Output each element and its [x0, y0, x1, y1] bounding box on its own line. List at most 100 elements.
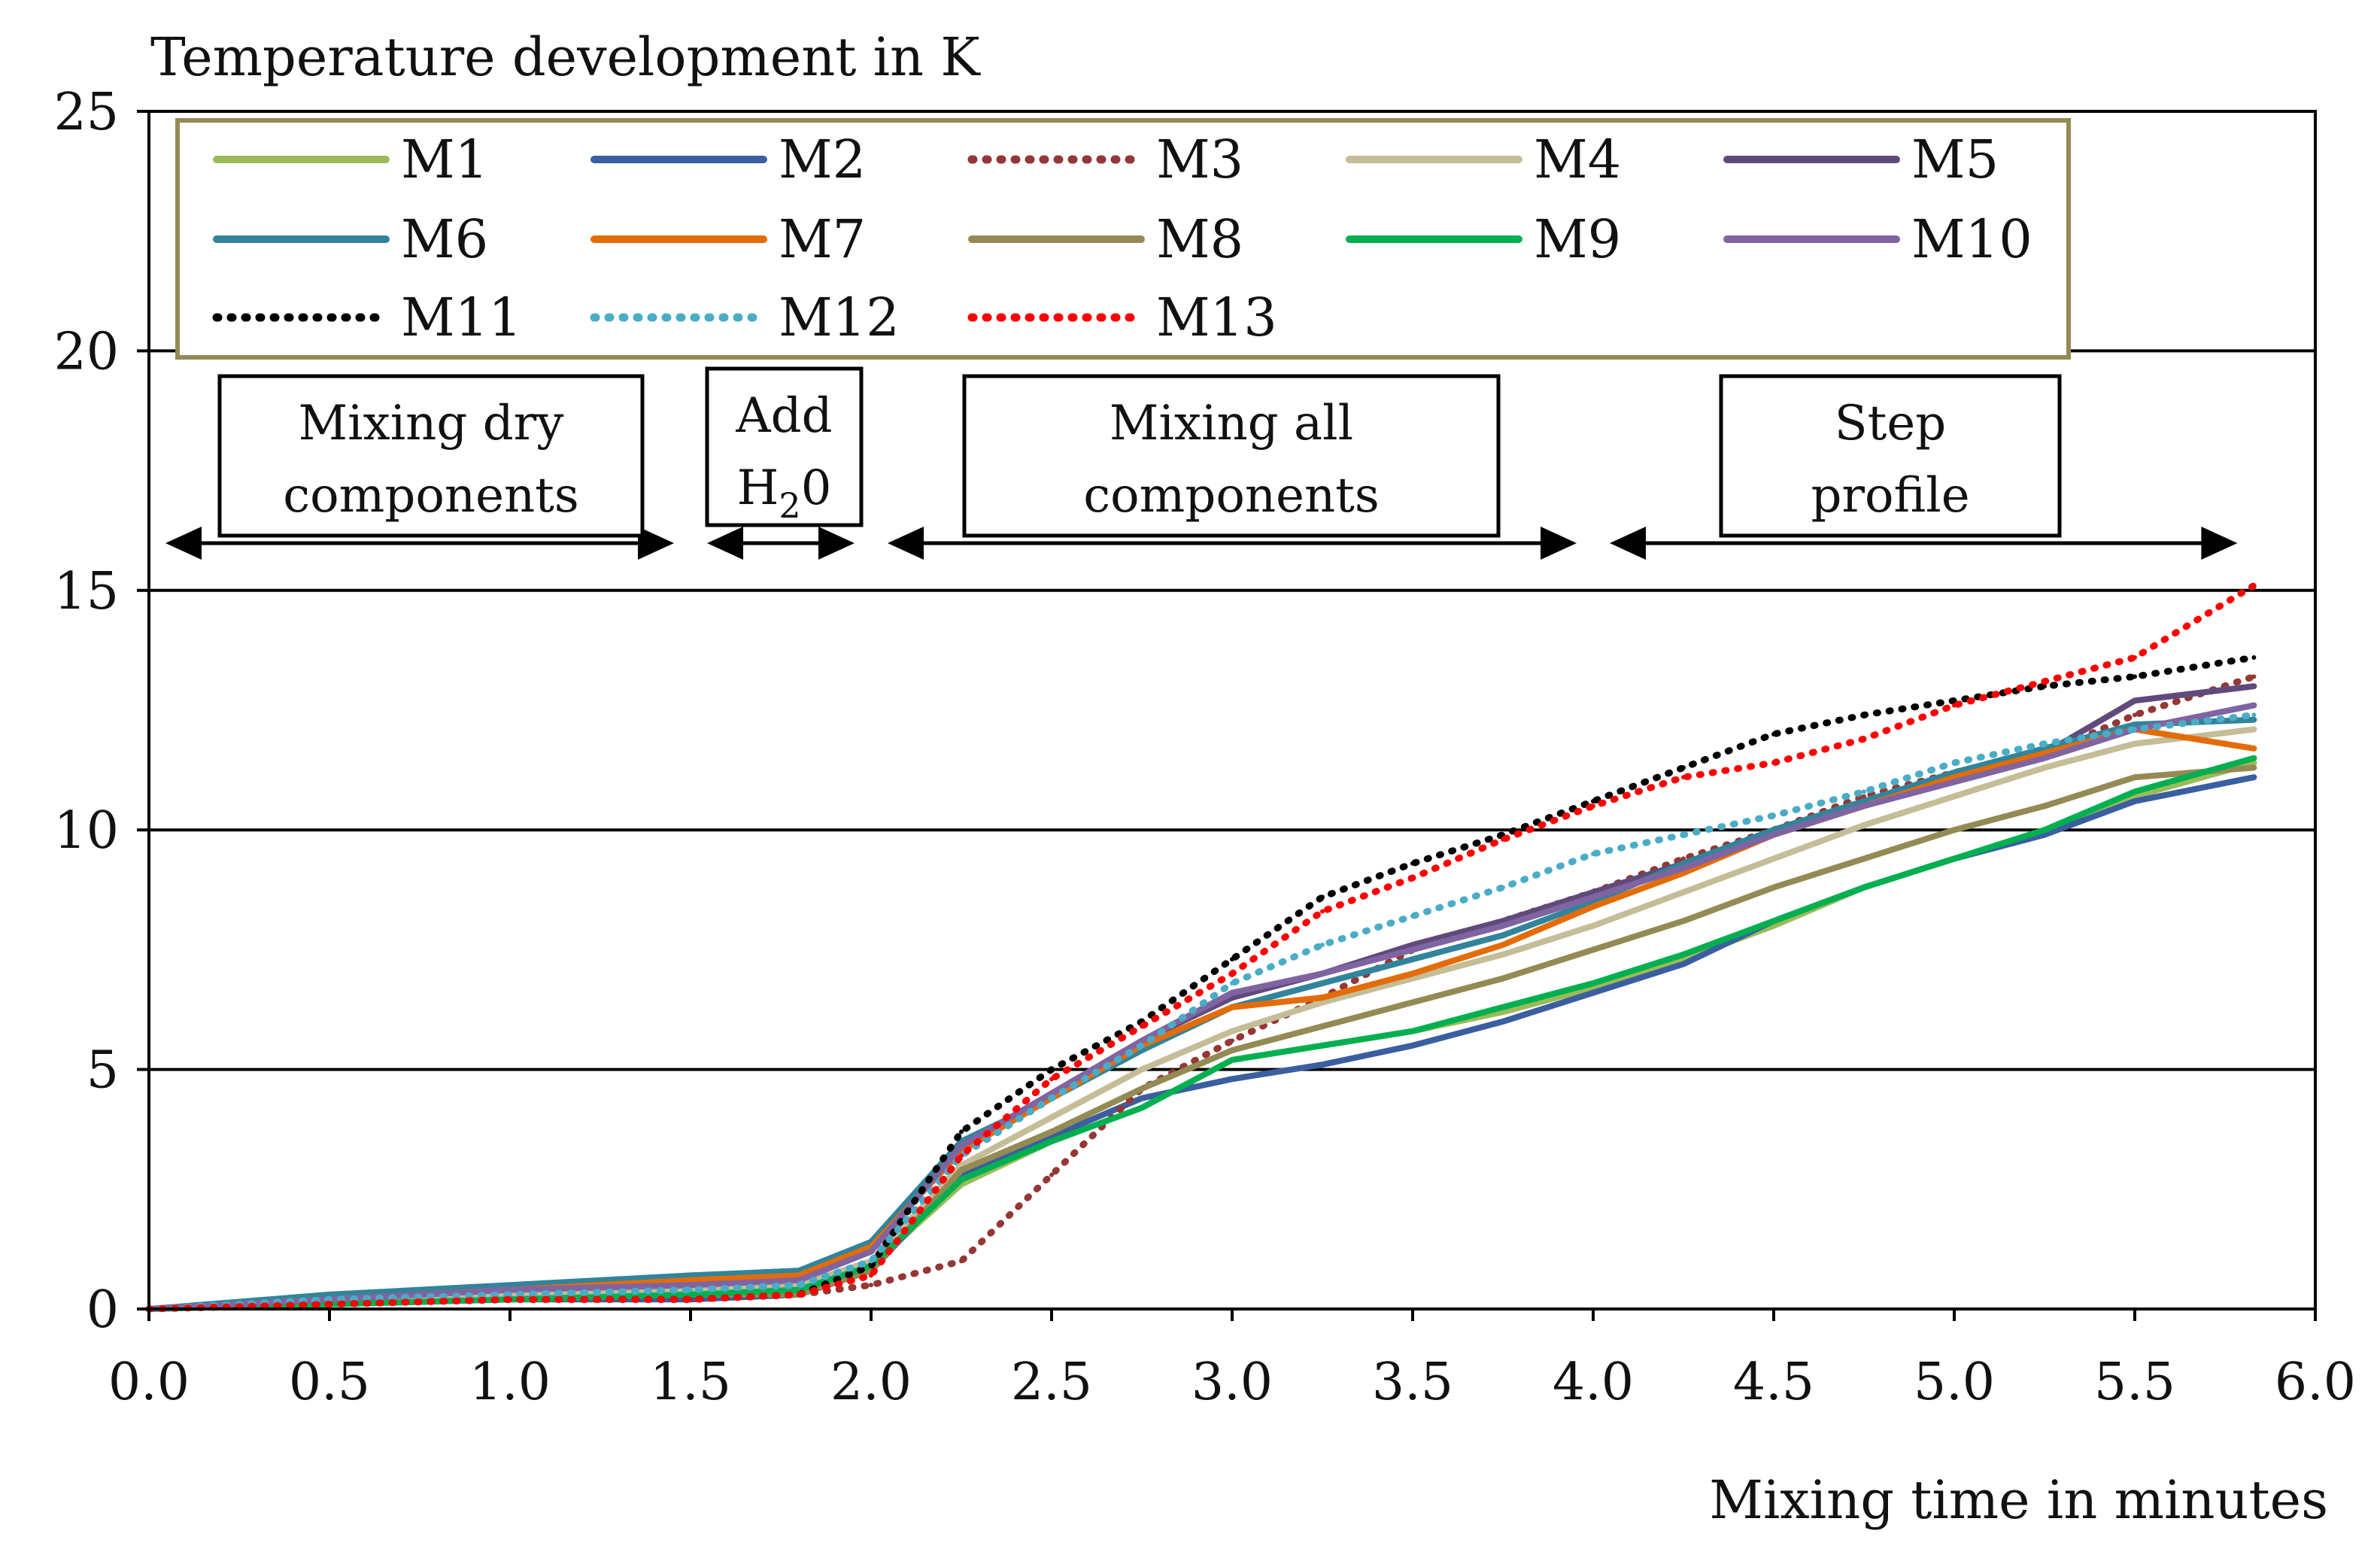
- data-point-m7-11: [1410, 971, 1415, 976]
- data-point-m12-9: [1230, 980, 1234, 986]
- phase-box: [705, 366, 864, 527]
- data-point-m12-19: [2133, 727, 2137, 732]
- data-point-m9-15: [1771, 919, 1776, 924]
- x-tick-label: 0.0: [108, 1353, 190, 1412]
- legend-label-m9: M9: [1534, 208, 1621, 270]
- data-point-m5-20: [2251, 684, 2257, 689]
- data-point-m4-17: [1952, 794, 1957, 799]
- legend-label-m7: M7: [779, 208, 866, 270]
- x-tick-label: 1.5: [650, 1353, 731, 1412]
- data-point-m4-9: [1230, 1028, 1234, 1034]
- data-point-m13-19: [2133, 654, 2137, 660]
- legend-label-m8: M8: [1156, 208, 1243, 270]
- data-point-m4-19: [2133, 741, 2137, 746]
- phase-arrowhead-left: [1610, 527, 1646, 560]
- phase-label-line1: Mixing all: [1110, 396, 1353, 451]
- data-point-m9-11: [1410, 1028, 1415, 1034]
- data-point-m11-14: [1681, 765, 1686, 770]
- x-tick-label: 4.0: [1553, 1353, 1634, 1412]
- data-point-m10-3: [688, 1283, 693, 1288]
- phase-arrowhead-right: [638, 527, 674, 560]
- data-point-m12-15: [1771, 813, 1776, 818]
- x-tick-label: 3.0: [1192, 1353, 1273, 1412]
- data-point-m6-2: [508, 1283, 512, 1288]
- data-point-m12-7: [1049, 1095, 1054, 1101]
- data-point-m5-19: [2133, 698, 2137, 703]
- data-point-m2-10: [1320, 1062, 1325, 1068]
- series-line-m8: [146, 764, 2257, 1312]
- data-point-m10-15: [1771, 832, 1776, 837]
- phase-arrowhead-left: [888, 527, 924, 560]
- data-point-m10-18: [2042, 755, 2047, 761]
- data-point-m8-13: [1591, 947, 1595, 952]
- phase-label-line1: Add: [735, 388, 832, 444]
- data-point-m8-15: [1771, 885, 1776, 890]
- data-point-m9-14: [1681, 952, 1686, 957]
- data-point-m12-3: [688, 1287, 693, 1292]
- legend-label-m13: M13: [1156, 287, 1277, 348]
- data-point-m4-10: [1320, 1000, 1325, 1005]
- data-point-m9-18: [2042, 828, 2047, 833]
- data-point-m12-16: [1862, 789, 1866, 794]
- legend-label-m1: M1: [401, 129, 488, 190]
- data-point-m9-13: [1591, 980, 1595, 986]
- y-tick-label: 20: [53, 322, 119, 381]
- data-point-m13-4: [797, 1292, 801, 1297]
- data-point-m7-12: [1501, 943, 1505, 948]
- x-tick-label: 6.0: [2275, 1353, 2356, 1412]
- data-point-m13-20: [2251, 583, 2257, 588]
- data-point-m13-8: [1140, 1024, 1144, 1029]
- data-point-m9-16: [1862, 885, 1866, 890]
- data-point-m3-14: [1681, 856, 1686, 861]
- data-point-m13-10: [1320, 909, 1325, 914]
- data-point-m3-9: [1230, 1038, 1234, 1043]
- data-point-m12-13: [1591, 852, 1595, 857]
- data-point-m13-9: [1230, 971, 1234, 976]
- legend-label-m2: M2: [779, 129, 866, 190]
- data-point-m5-13: [1591, 889, 1595, 894]
- data-point-m9-17: [1952, 856, 1957, 861]
- data-point-m4-15: [1771, 856, 1776, 861]
- data-point-m7-13: [1591, 904, 1595, 910]
- data-point-m7-17: [1952, 775, 1957, 780]
- phase-box: [217, 374, 645, 538]
- data-point-m13-2: [508, 1297, 512, 1302]
- legend-label-m5: M5: [1911, 129, 1999, 190]
- data-point-m11-18: [2042, 684, 2047, 689]
- data-point-m13-18: [2042, 679, 2047, 684]
- data-point-m4-18: [2042, 765, 2047, 770]
- data-point-m6-20: [2251, 717, 2257, 722]
- data-point-m8-8: [1140, 1086, 1144, 1092]
- phase-arrowhead-right: [2201, 527, 2238, 560]
- data-point-m8-11: [1410, 1000, 1415, 1005]
- legend: M1 M2 M3 M4 M5 M6 M7 M8 M9 M10 M11 M12 M13: [175, 118, 2071, 360]
- phase-label-line1: Mixing dry: [299, 396, 564, 451]
- phase-label-line2: H20: [737, 460, 832, 526]
- data-point-m11-7: [1049, 1067, 1054, 1072]
- data-point-m4-20: [2251, 727, 2257, 732]
- data-point-m3-19: [2133, 712, 2137, 718]
- data-point-m13-12: [1501, 837, 1505, 842]
- data-point-m6-14: [1681, 861, 1686, 866]
- phase-box: [962, 374, 1501, 538]
- phase-label-line2: components: [283, 468, 578, 524]
- y-axis-title: Temperature development in K: [150, 26, 981, 88]
- data-point-m11-15: [1771, 731, 1776, 736]
- series-line-m9: [146, 755, 2257, 1312]
- y-tick-label: 10: [53, 801, 119, 861]
- data-point-m7-9: [1230, 1004, 1234, 1010]
- legend-label-m3: M3: [1156, 129, 1243, 190]
- data-point-m13-16: [1862, 736, 1866, 742]
- data-point-m6-15: [1771, 828, 1776, 833]
- data-point-m1-13: [1591, 986, 1595, 991]
- data-point-m9-8: [1140, 1105, 1144, 1110]
- series-line-m12: [145, 711, 2257, 1313]
- data-point-m12-17: [1952, 761, 1957, 766]
- data-point-m10-16: [1862, 803, 1866, 809]
- data-point-m13-1: [327, 1301, 332, 1307]
- data-point-m10-12: [1501, 923, 1505, 928]
- data-point-m4-12: [1501, 952, 1505, 957]
- phase-box: [1719, 374, 2062, 538]
- data-point-m12-11: [1410, 913, 1415, 919]
- data-point-m13-5: [869, 1273, 873, 1278]
